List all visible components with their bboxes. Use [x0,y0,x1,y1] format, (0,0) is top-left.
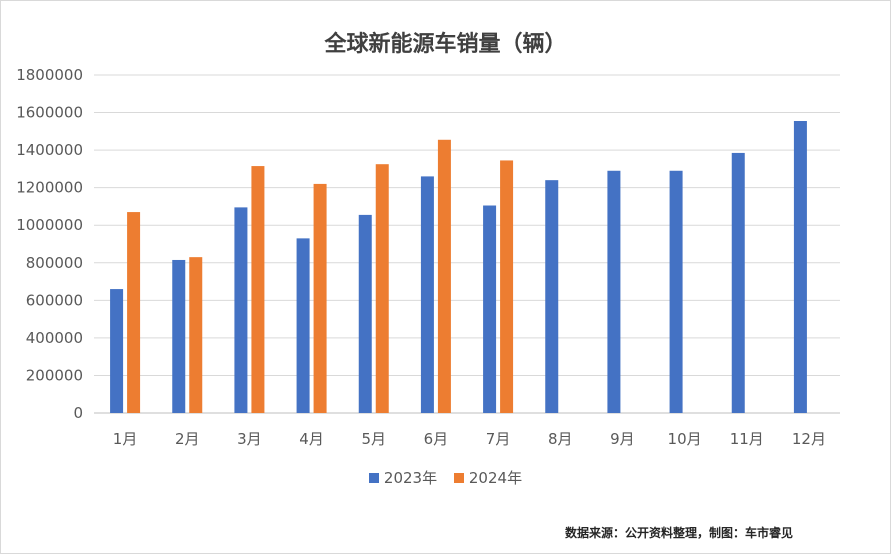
bar-2023年-12月 [793,121,807,413]
legend: 2023年 2024年 [0,467,891,488]
x-tick-label: 11月 [730,430,764,448]
bar-2024年-1月 [127,212,141,413]
x-tick-label: 10月 [668,430,702,448]
y-tick-label: 800000 [26,254,83,272]
bar-2023年-10月 [669,170,683,413]
bar-2023年-4月 [296,238,310,413]
x-tick-label: 12月 [792,430,826,448]
bar-2024年-7月 [500,160,514,413]
bar-2023年-3月 [234,207,248,413]
x-tick-label: 8月 [548,430,573,448]
bar-2023年-6月 [420,176,434,413]
legend-swatch-2023 [368,472,379,483]
legend-item-2024: 2024年 [453,467,523,488]
bar-2024年-5月 [375,164,389,413]
bar-2024年-3月 [251,166,265,413]
bar-2024年-4月 [313,183,327,413]
chart-title: 全球新能源车销量（辆） [324,32,567,57]
y-tick-label: 1800000 [16,66,83,84]
bar-2023年-1月 [110,289,124,413]
bar-2023年-2月 [172,259,186,413]
legend-swatch-2024 [453,472,464,483]
y-tick-label: 200000 [26,366,83,384]
bar-2024年-6月 [437,139,451,414]
legend-label-2023: 2023年 [383,469,438,487]
bar-2023年-5月 [358,214,372,413]
x-tick-label: 3月 [237,430,262,448]
x-tick-label: 1月 [113,430,138,448]
x-tick-label: 4月 [299,430,324,448]
y-tick-label: 1200000 [16,179,83,197]
bar-2024年-2月 [189,257,203,413]
y-tick-label: 400000 [26,329,83,347]
x-tick-label: 9月 [610,430,635,448]
legend-label-2024: 2024年 [468,469,523,487]
source-note: 数据来源：公开资料整理，制图：车市睿见 [564,526,793,540]
y-tick-label: 0 [73,404,83,422]
x-tick-label: 6月 [424,430,449,448]
x-tick-label: 7月 [486,430,511,448]
bar-2023年-9月 [607,170,621,413]
y-tick-label: 1400000 [16,141,83,159]
y-tick-label: 1600000 [16,104,83,122]
bar-2023年-11月 [731,152,745,413]
legend-item-2023: 2023年 [368,467,438,488]
y-tick-label: 600000 [26,291,83,309]
bar-2023年-7月 [483,205,497,413]
y-tick-label: 1000000 [16,216,83,234]
x-tick-label: 2月 [175,430,200,448]
bar-2023年-8月 [545,180,559,413]
x-tick-label: 5月 [361,430,386,448]
